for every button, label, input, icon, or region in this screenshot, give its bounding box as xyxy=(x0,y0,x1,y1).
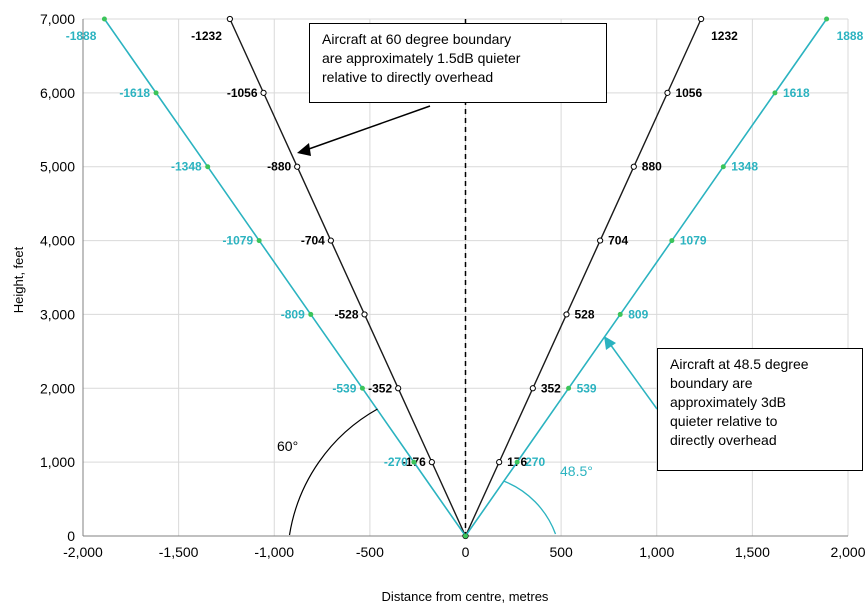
black-point-marker xyxy=(563,311,570,318)
black-point-label: 1056 xyxy=(675,86,702,100)
teal-point-label: 1348 xyxy=(731,160,758,174)
x-tick-label: -2,000 xyxy=(63,544,103,560)
black-point-marker xyxy=(294,163,301,170)
y-tick-label: 0 xyxy=(67,528,75,544)
y-tick-label: 3,000 xyxy=(40,306,75,322)
y-tick-label: 6,000 xyxy=(40,85,75,101)
teal-point-marker xyxy=(101,16,107,22)
black-point-marker xyxy=(664,89,671,96)
teal-point-label: -270 xyxy=(384,455,408,469)
note-black-line: relative to directly overhead xyxy=(322,69,494,85)
x-tick-label: 0 xyxy=(462,544,470,560)
note-black-line: are approximately 1.5dB quieter xyxy=(322,50,521,66)
black-point-label: -1056 xyxy=(227,86,258,100)
y-axis-title: Height, feet xyxy=(11,246,26,313)
note-teal-line: quieter relative to xyxy=(670,413,778,429)
teal-point-label: 270 xyxy=(525,455,545,469)
teal-point-label: 539 xyxy=(577,381,597,395)
annotation-layer: 60° 48.5° xyxy=(277,105,658,536)
x-tick-label: -1,500 xyxy=(159,544,199,560)
axis-ticks: -2,000 -1,500 -1,000 -500 0 500 1,000 1,500 2,00… xyxy=(40,11,865,560)
y-tick-label: 1,000 xyxy=(40,454,75,470)
teal-point-label: 809 xyxy=(628,307,648,321)
black-point-marker xyxy=(260,89,267,96)
note-teal: Aircraft at 48.5 degree boundary are app… xyxy=(657,348,863,471)
note-black-arrowhead xyxy=(297,143,311,156)
note-teal-line: boundary are xyxy=(670,375,753,391)
x-tick-label: -1,000 xyxy=(254,544,294,560)
black-point-label: -352 xyxy=(368,381,392,395)
angle-label-60: 60° xyxy=(277,438,298,454)
black-point-marker xyxy=(597,237,604,244)
y-tick-label: 2,000 xyxy=(40,380,75,396)
teal-point-marker xyxy=(308,311,314,317)
black-point-label: -704 xyxy=(301,234,325,248)
y-tick-label: 5,000 xyxy=(40,159,75,175)
note-teal-arrowhead xyxy=(604,336,616,350)
x-tick-label: -500 xyxy=(356,544,384,560)
black-point-marker xyxy=(327,237,334,244)
note-teal-line: approximately 3dB xyxy=(670,394,786,410)
teal-point-marker xyxy=(720,164,726,170)
note-black-line: Aircraft at 60 degree boundary xyxy=(322,31,512,47)
teal-point-marker xyxy=(411,459,417,465)
x-tick-label: 2,000 xyxy=(830,544,865,560)
black-point-label: 528 xyxy=(574,307,594,321)
black-point-marker xyxy=(496,459,503,466)
teal-point-marker xyxy=(463,533,468,539)
black-point-label: -1232 xyxy=(191,29,222,43)
black-point-marker xyxy=(529,385,536,392)
teal-point-marker xyxy=(153,90,159,96)
black-point-label: -880 xyxy=(267,160,291,174)
note-teal-line: directly overhead xyxy=(670,432,777,448)
black-point-marker xyxy=(630,163,637,170)
series-layer: -1232-1056-880-704-528-352-1761763525287… xyxy=(66,15,864,540)
note-teal-line: Aircraft at 48.5 degree xyxy=(670,356,809,372)
teal-point-label: -1888 xyxy=(66,29,97,43)
black-point-marker xyxy=(395,385,402,392)
teal-point-marker xyxy=(566,385,572,391)
teal-point-marker xyxy=(256,238,262,244)
black-point-label: 352 xyxy=(541,381,561,395)
black-point-marker xyxy=(361,311,368,318)
y-tick-label: 4,000 xyxy=(40,233,75,249)
teal-point-marker xyxy=(669,238,675,244)
black-point-label: 880 xyxy=(642,160,662,174)
black-point-label: 1232 xyxy=(711,29,738,43)
black-point-marker xyxy=(428,459,435,466)
teal-point-label: -809 xyxy=(281,307,305,321)
teal-point-marker xyxy=(772,90,778,96)
black-point-marker xyxy=(698,15,705,23)
teal-point-label: -1079 xyxy=(222,234,253,248)
teal-point-marker xyxy=(824,16,830,22)
black-point-marker xyxy=(226,15,233,23)
teal-point-marker xyxy=(359,385,365,391)
x-axis-title: Distance from centre, metres xyxy=(382,589,549,604)
y-tick-label: 7,000 xyxy=(40,11,75,27)
teal-point-label: 1618 xyxy=(783,86,810,100)
teal-point-label: 1888 xyxy=(837,29,864,43)
teal-point-marker xyxy=(205,164,211,170)
teal-point-marker xyxy=(514,459,520,465)
angle-label-48-5: 48.5° xyxy=(560,463,593,479)
teal-point-label: -1348 xyxy=(171,160,202,174)
teal-point-marker xyxy=(617,311,623,317)
angle-arc-60 xyxy=(288,408,378,536)
note-black-arrow xyxy=(305,105,431,151)
teal-point-label: -539 xyxy=(332,381,356,395)
note-black: Aircraft at 60 degree boundary are appro… xyxy=(309,23,607,103)
angle-arc-48-5 xyxy=(503,480,557,535)
teal-point-label: 1079 xyxy=(680,234,707,248)
black-point-label: -528 xyxy=(334,307,358,321)
x-tick-label: 1,500 xyxy=(735,544,770,560)
teal-point-label: -1618 xyxy=(119,86,150,100)
x-tick-label: 1,000 xyxy=(639,544,674,560)
black-point-label: 704 xyxy=(608,234,628,248)
x-tick-label: 500 xyxy=(549,544,573,560)
note-teal-arrow xyxy=(609,343,658,410)
